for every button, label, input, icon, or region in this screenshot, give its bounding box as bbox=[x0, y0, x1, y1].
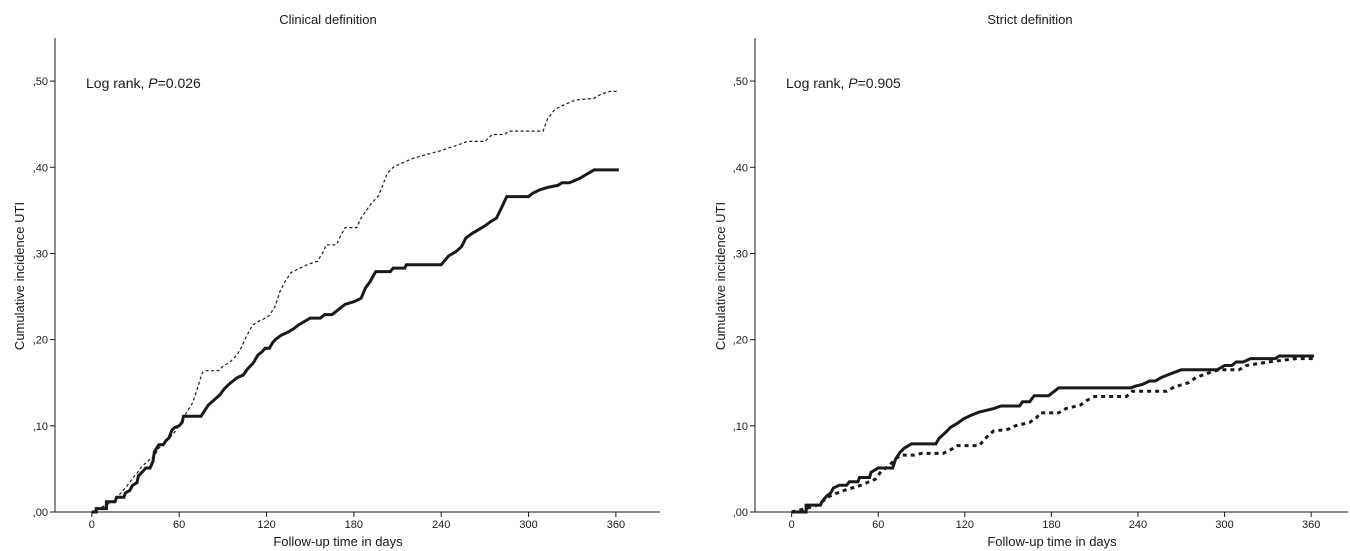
clinical-series-line-1 bbox=[91, 168, 619, 514]
strict-y-axis-label: Cumulative incidence UTI bbox=[713, 202, 728, 350]
clinical-x-tick-label: 180 bbox=[345, 519, 363, 531]
strict-y-tick-label: ,30 bbox=[733, 248, 748, 260]
strict-panel: Strict definition Log rank, P=0.905 Cumu… bbox=[713, 12, 1348, 549]
strict-y-tick-label: ,50 bbox=[733, 76, 748, 88]
clinical-y-axis-label: Cumulative incidence UTI bbox=[12, 202, 27, 350]
clinical-y-tick-label: ,20 bbox=[33, 335, 48, 347]
strict-x-tick-label: 180 bbox=[1042, 519, 1060, 531]
clinical-y-tick-label: ,40 bbox=[33, 162, 48, 174]
strict-series-line-1 bbox=[791, 354, 1314, 514]
clinical-panel: Clinical definition Log rank, P=0.026 Cu… bbox=[12, 12, 660, 549]
strict-x-tick-label: 360 bbox=[1302, 519, 1320, 531]
strict-p-value: =0.905 bbox=[858, 75, 901, 91]
strict-x-ticks: 0 60 120 180 240 300 360 bbox=[789, 512, 1320, 531]
strict-x-tick-label: 240 bbox=[1129, 519, 1147, 531]
strict-y-ticks: ,00 ,10 ,20 ,30 ,40 ,50 bbox=[733, 76, 755, 519]
clinical-x-tick-label: 300 bbox=[519, 519, 537, 531]
strict-y-tick-label: ,00 bbox=[733, 507, 748, 519]
strict-x-tick-label: 0 bbox=[789, 519, 795, 531]
clinical-log-rank-prefix: Log rank, bbox=[86, 75, 148, 91]
clinical-p-value: =0.026 bbox=[158, 75, 201, 91]
clinical-x-tick-label: 120 bbox=[257, 519, 275, 531]
strict-y-tick-label: ,20 bbox=[733, 335, 748, 347]
strict-y-tick-label: ,10 bbox=[733, 421, 748, 433]
clinical-x-axis-label: Follow-up time in days bbox=[273, 534, 403, 549]
clinical-y-tick-label: ,50 bbox=[33, 76, 48, 88]
strict-x-tick-label: 300 bbox=[1215, 519, 1233, 531]
strict-x-tick-label: 60 bbox=[872, 519, 884, 531]
clinical-x-tick-label: 240 bbox=[432, 519, 450, 531]
clinical-y-tick-label: ,00 bbox=[33, 507, 48, 519]
strict-x-tick-label: 120 bbox=[956, 519, 974, 531]
clinical-x-tick-label: 0 bbox=[89, 519, 95, 531]
clinical-y-tick-label: ,10 bbox=[33, 421, 48, 433]
clinical-x-tick-label: 360 bbox=[607, 519, 625, 531]
clinical-y-tick-label: ,30 bbox=[33, 248, 48, 260]
strict-p-symbol: P bbox=[848, 75, 858, 91]
strict-y-tick-label: ,40 bbox=[733, 162, 748, 174]
strict-log-rank-prefix: Log rank, bbox=[786, 75, 848, 91]
clinical-x-tick-label: 60 bbox=[173, 519, 185, 531]
clinical-title: Clinical definition bbox=[279, 12, 377, 27]
strict-series-line-2 bbox=[791, 357, 1314, 514]
clinical-series-line-2 bbox=[91, 90, 619, 513]
strict-series-group bbox=[791, 354, 1314, 514]
clinical-log-rank-annotation: Log rank, P=0.026 bbox=[86, 75, 201, 91]
strict-log-rank-annotation: Log rank, P=0.905 bbox=[786, 75, 901, 91]
clinical-x-ticks: 0 60 120 180 240 300 360 bbox=[89, 512, 625, 531]
strict-x-axis-label: Follow-up time in days bbox=[987, 534, 1117, 549]
strict-title: Strict definition bbox=[987, 12, 1072, 27]
clinical-p-symbol: P bbox=[148, 75, 158, 91]
clinical-y-ticks: ,00 ,10 ,20 ,30 ,40 ,50 bbox=[33, 76, 55, 519]
clinical-series-group bbox=[91, 90, 619, 514]
